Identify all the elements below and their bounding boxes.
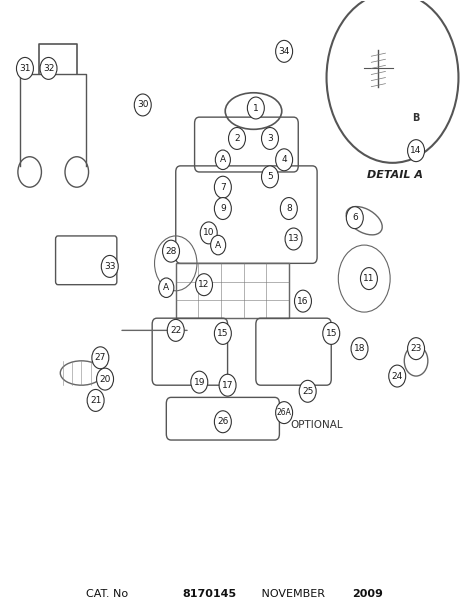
Circle shape: [276, 149, 292, 171]
Text: CAT. No: CAT. No: [86, 589, 132, 599]
Text: A: A: [220, 155, 226, 164]
Text: 8: 8: [286, 204, 292, 213]
Circle shape: [247, 97, 264, 119]
Circle shape: [276, 401, 292, 424]
Circle shape: [97, 368, 114, 390]
Text: 26A: 26A: [277, 408, 292, 417]
Text: 4: 4: [281, 155, 287, 164]
Circle shape: [134, 94, 151, 116]
Text: 7: 7: [220, 183, 226, 192]
Text: 20: 20: [100, 375, 111, 384]
Text: 8170145: 8170145: [183, 589, 237, 599]
Circle shape: [87, 389, 104, 411]
Text: 6: 6: [352, 213, 358, 222]
Text: 3: 3: [267, 134, 273, 143]
Circle shape: [214, 323, 231, 345]
Text: 23: 23: [410, 344, 422, 353]
Circle shape: [323, 323, 340, 345]
Text: 13: 13: [288, 234, 299, 244]
Text: 18: 18: [354, 344, 365, 353]
Text: DETAIL A: DETAIL A: [367, 170, 423, 180]
Text: 5: 5: [267, 173, 273, 181]
Text: 22: 22: [170, 326, 182, 335]
Text: 24: 24: [392, 371, 403, 381]
Text: 26: 26: [217, 417, 228, 426]
Circle shape: [215, 150, 230, 170]
Circle shape: [214, 198, 231, 220]
Circle shape: [280, 198, 297, 220]
Circle shape: [346, 207, 363, 229]
Circle shape: [360, 267, 377, 289]
Circle shape: [262, 166, 278, 188]
Text: 21: 21: [90, 396, 101, 405]
Text: 19: 19: [193, 378, 205, 387]
Text: 9: 9: [220, 204, 226, 213]
Text: 2: 2: [234, 134, 240, 143]
Text: OPTIONAL: OPTIONAL: [291, 420, 344, 430]
Text: 11: 11: [363, 274, 374, 283]
Circle shape: [276, 40, 292, 62]
Text: 30: 30: [137, 100, 148, 110]
Circle shape: [40, 58, 57, 80]
Text: 12: 12: [198, 280, 210, 289]
Circle shape: [167, 319, 184, 341]
Text: 34: 34: [278, 47, 290, 56]
Text: A: A: [163, 283, 169, 292]
Circle shape: [92, 347, 109, 369]
Text: 33: 33: [104, 262, 116, 271]
Circle shape: [389, 365, 406, 387]
Circle shape: [408, 140, 425, 162]
Circle shape: [17, 58, 34, 80]
Circle shape: [351, 338, 368, 360]
Circle shape: [101, 255, 118, 277]
Text: NOVEMBER: NOVEMBER: [258, 589, 328, 599]
Text: 27: 27: [95, 353, 106, 362]
Circle shape: [214, 411, 231, 433]
Text: 10: 10: [203, 228, 214, 237]
Circle shape: [191, 371, 208, 393]
Text: A: A: [215, 241, 221, 250]
Text: 16: 16: [297, 297, 309, 305]
Text: 28: 28: [165, 247, 177, 256]
Circle shape: [214, 176, 231, 198]
Text: 17: 17: [222, 381, 233, 390]
Circle shape: [408, 338, 425, 360]
Circle shape: [196, 274, 212, 296]
Text: 1: 1: [253, 103, 259, 113]
Text: B: B: [412, 113, 420, 124]
Text: 2009: 2009: [353, 589, 383, 599]
Circle shape: [262, 127, 278, 149]
Text: 32: 32: [43, 64, 54, 73]
Text: 15: 15: [326, 329, 337, 338]
Circle shape: [299, 380, 316, 402]
Circle shape: [228, 127, 246, 149]
Circle shape: [285, 228, 302, 250]
Text: 14: 14: [410, 146, 422, 155]
Circle shape: [219, 374, 236, 396]
Circle shape: [200, 222, 217, 244]
Text: 31: 31: [19, 64, 31, 73]
Text: 25: 25: [302, 387, 313, 396]
Circle shape: [163, 240, 180, 262]
Circle shape: [210, 236, 226, 255]
Circle shape: [159, 278, 174, 297]
Text: 15: 15: [217, 329, 228, 338]
Circle shape: [294, 290, 311, 312]
